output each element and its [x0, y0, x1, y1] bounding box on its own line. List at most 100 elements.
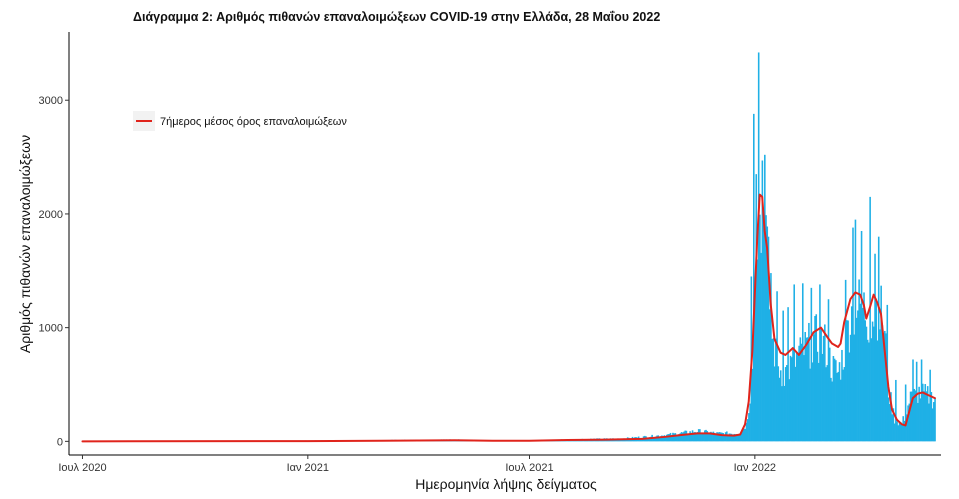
bar [816, 351, 819, 442]
bar [864, 320, 867, 442]
bar [663, 435, 666, 442]
bar [835, 360, 837, 442]
bar [857, 310, 859, 442]
bar [695, 432, 698, 442]
bar [768, 309, 771, 442]
bar [688, 433, 690, 442]
bar [822, 335, 825, 442]
bar [754, 286, 756, 442]
bar [762, 214, 765, 442]
bar [735, 434, 738, 442]
bar [751, 368, 754, 442]
bar [817, 362, 820, 442]
bar [808, 322, 810, 442]
bar [826, 365, 829, 442]
bar [803, 355, 805, 442]
bar [779, 370, 782, 442]
x-ticks: Ιουλ 2020 Ιαν 2021 Ιουλ 2021 Ιαν 2022 [58, 455, 776, 474]
bar [898, 421, 901, 442]
bar [761, 160, 764, 442]
x-axis-label: Ημερομηνία λήψης δείγματος [415, 476, 597, 492]
bar [684, 430, 686, 442]
moving-average-line [81, 193, 936, 443]
bar [906, 414, 908, 442]
bar [920, 359, 923, 442]
bar [810, 287, 813, 442]
bar [903, 420, 906, 442]
bar [789, 355, 792, 442]
bar [842, 369, 844, 442]
bar [821, 353, 824, 442]
bar [764, 154, 766, 442]
bar [727, 434, 729, 442]
bar [717, 432, 720, 442]
bar [674, 433, 677, 442]
bar [661, 435, 663, 442]
bar [825, 367, 827, 442]
bar [719, 432, 722, 442]
x-tick-label: Ιαν 2021 [287, 462, 329, 474]
bar [839, 379, 842, 442]
bar [868, 342, 870, 442]
bar [934, 397, 936, 442]
bar [815, 314, 818, 442]
bar [824, 324, 826, 442]
bar [853, 334, 855, 442]
bar [907, 405, 909, 442]
bar [647, 437, 650, 442]
bar [899, 422, 902, 442]
bar [673, 433, 675, 442]
bar [849, 334, 852, 442]
bar [783, 385, 786, 442]
bar [756, 259, 759, 442]
bar [782, 310, 784, 442]
bar [890, 392, 892, 442]
bar [713, 432, 716, 442]
bar [892, 408, 895, 442]
bar [915, 361, 918, 442]
bar [854, 219, 857, 442]
bar [917, 402, 919, 442]
bar [707, 433, 710, 442]
bar [710, 431, 712, 442]
bar [685, 430, 688, 442]
bar [887, 397, 890, 442]
bar [862, 307, 864, 442]
bar [855, 317, 858, 442]
bar [876, 340, 879, 442]
bar [819, 284, 821, 442]
bar [848, 352, 851, 442]
bar [860, 230, 863, 442]
bar [683, 431, 685, 442]
bar [760, 252, 762, 442]
bar [771, 338, 773, 442]
bar [914, 390, 917, 442]
bar [896, 421, 898, 442]
legend-label: 7ήμερος μέσος όρος επαναλοιμώξεων [160, 116, 347, 128]
y-axis-label: Αριθμός πιθανών επαναλοιμώξεων [17, 135, 33, 353]
bar [806, 337, 809, 442]
bar [865, 326, 868, 442]
bar [910, 391, 913, 442]
bar [664, 436, 667, 442]
bar [790, 357, 793, 442]
bar [755, 174, 758, 442]
bar [745, 422, 748, 442]
bar [726, 431, 728, 442]
bar [729, 433, 732, 442]
bar [658, 436, 661, 442]
bar [879, 329, 881, 442]
bar [800, 343, 803, 442]
bar [696, 432, 699, 442]
bar [686, 433, 689, 442]
bar [691, 430, 694, 442]
bar [772, 338, 775, 442]
bar [888, 403, 891, 442]
bar [692, 432, 695, 442]
bar [866, 339, 869, 442]
bar [662, 436, 664, 442]
bar [830, 377, 832, 442]
bar [746, 419, 749, 442]
bar [680, 432, 683, 442]
bar [728, 433, 731, 442]
